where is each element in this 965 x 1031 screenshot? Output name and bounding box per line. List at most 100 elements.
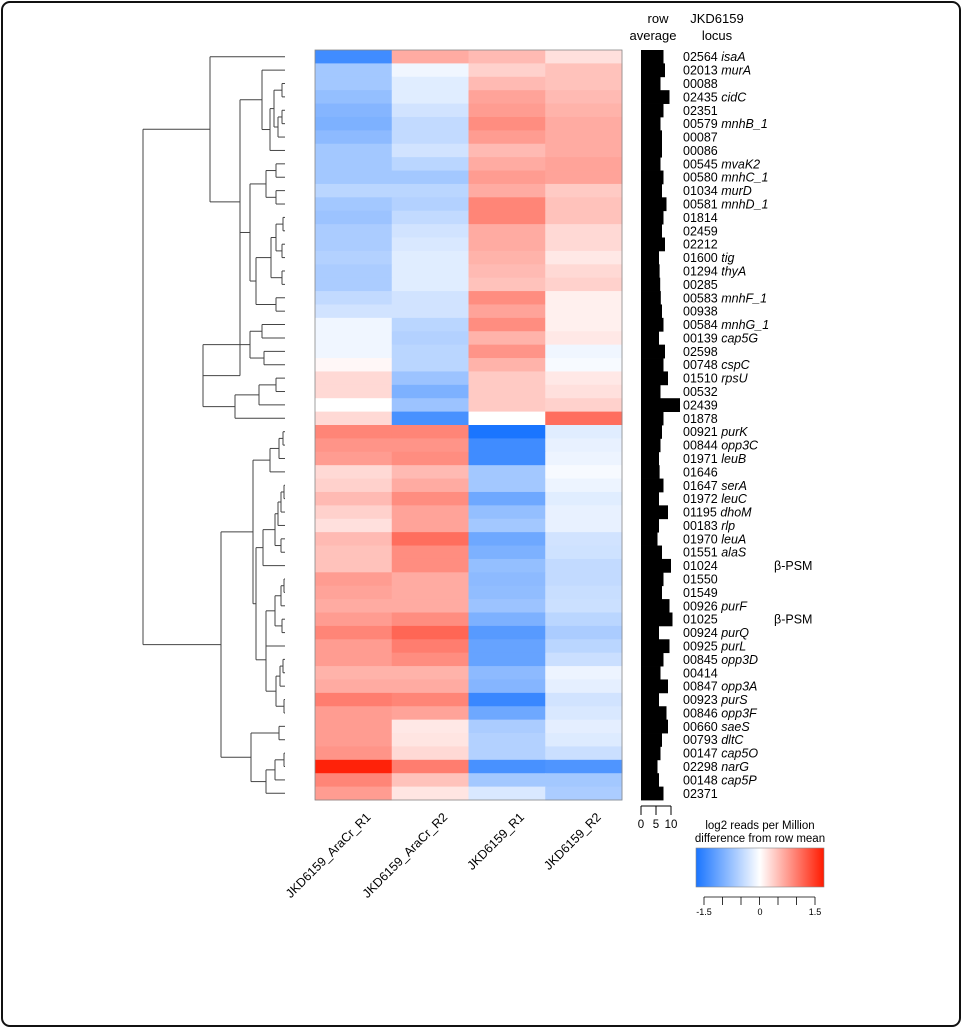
heatmap-cell xyxy=(391,411,469,426)
heatmap-cell xyxy=(545,545,623,560)
row-average-bar xyxy=(641,344,665,359)
row-label: 00087 xyxy=(683,131,718,145)
heatmap-cell xyxy=(391,398,469,413)
row-label: 00923 purS xyxy=(683,693,748,707)
row-average-bar xyxy=(641,746,661,761)
row-label: 00793 dltC xyxy=(683,733,744,747)
row-label: 01600 tig xyxy=(683,251,734,265)
row-average-bar xyxy=(641,317,664,332)
row-annotation: β-PSM xyxy=(774,559,812,573)
heatmap-cell xyxy=(545,491,623,506)
heatmap-cell xyxy=(468,250,546,265)
row-label: 00921 purK xyxy=(683,425,748,439)
heatmap-cell xyxy=(391,224,469,238)
heatmap-cell xyxy=(468,331,546,346)
heatmap-cell xyxy=(545,465,623,480)
row-average-bar xyxy=(641,773,659,788)
heatmap-cell xyxy=(391,505,469,520)
heatmap-cell xyxy=(315,331,393,346)
heatmap-cell xyxy=(545,572,623,587)
heatmap-cell xyxy=(315,143,393,158)
row-average-bar xyxy=(641,130,662,145)
heatmap-cell xyxy=(391,625,469,640)
row-label: 01510 rpsU xyxy=(683,372,749,386)
heatmap-cell xyxy=(315,170,393,185)
heatmap-cell xyxy=(468,130,546,145)
heatmap-cell xyxy=(391,612,469,627)
heatmap-cell xyxy=(468,358,546,372)
row-average-bar xyxy=(641,478,664,493)
heatmap-cell xyxy=(468,679,546,694)
row-label: 00086 xyxy=(683,144,718,158)
heatmap-cell xyxy=(468,759,546,774)
heatmap-cell xyxy=(315,398,393,413)
row-average-bar xyxy=(641,518,659,533)
heatmap-cell xyxy=(391,264,469,279)
row-label: 01550 xyxy=(683,573,718,587)
heatmap-cell xyxy=(391,143,469,158)
row-annotation: β-PSM xyxy=(774,613,812,627)
row-label: 00285 xyxy=(683,278,718,292)
heatmap-cell xyxy=(315,612,393,627)
row-label: 00183 rlp xyxy=(683,519,735,533)
heatmap-cell xyxy=(468,157,546,172)
heatmap-cell xyxy=(315,666,393,680)
heatmap-cell xyxy=(391,585,469,600)
row-average-bar xyxy=(641,398,680,413)
heatmap-border xyxy=(314,49,623,801)
heatmap-cell xyxy=(468,585,546,600)
heatmap-cell xyxy=(468,90,546,105)
heatmap-cell xyxy=(315,116,393,131)
row-average-bar xyxy=(641,170,664,185)
heatmap-cell xyxy=(315,558,393,573)
row-average-bar xyxy=(641,451,659,466)
heatmap-cell xyxy=(391,545,469,560)
heatmap-cell xyxy=(468,612,546,627)
heatmap-cell xyxy=(315,344,393,359)
heatmap-cell xyxy=(545,599,623,613)
heatmap-cell xyxy=(545,116,623,131)
heatmap-cell xyxy=(391,317,469,332)
heatmap-cell xyxy=(545,411,623,426)
row-label: 02212 xyxy=(683,238,718,252)
row-average-bar xyxy=(641,585,662,600)
heatmap-cell xyxy=(391,210,469,225)
row-label: 01878 xyxy=(683,412,718,426)
heatmap-cell xyxy=(391,63,469,78)
row-label: 02459 xyxy=(683,224,718,238)
heatmap-cell xyxy=(545,358,623,372)
heatmap-cell xyxy=(391,170,469,185)
row-label: 02439 xyxy=(683,398,718,412)
row-average-bar xyxy=(641,76,661,91)
heatmap-cell xyxy=(545,746,623,761)
heatmap-cell xyxy=(391,197,469,212)
row-label: 01025 xyxy=(683,613,718,627)
heatmap-cell xyxy=(468,639,546,654)
row-label: 01814 xyxy=(683,211,718,225)
heatmap-cell xyxy=(391,451,469,466)
heatmap-cell xyxy=(545,398,623,413)
heatmap-cell xyxy=(545,518,623,533)
heatmap-cell xyxy=(391,157,469,172)
heatmap-cell xyxy=(391,291,469,305)
heatmap-cell xyxy=(545,291,623,305)
heatmap-cell xyxy=(468,438,546,453)
heatmap-cell xyxy=(545,76,623,91)
row-average-axis: 0 5 10 xyxy=(638,805,677,831)
heatmap-cell xyxy=(315,518,393,533)
heatmap-cell xyxy=(468,491,546,506)
heatmap-cell xyxy=(315,90,393,105)
column-label: JKD6159_AraCr_R2 xyxy=(360,810,451,901)
row-label: 00414 xyxy=(683,666,718,680)
row-label: 00545 mvaK2 xyxy=(683,157,760,171)
heatmap-cell xyxy=(391,679,469,694)
locus-header-1: JKD6159 xyxy=(690,11,743,26)
row-label: 01972 leuC xyxy=(683,492,748,506)
row-average-bar xyxy=(641,224,662,238)
heatmap-cell xyxy=(391,183,469,198)
heatmap-cell xyxy=(468,451,546,466)
heatmap-cell xyxy=(468,277,546,292)
heatmap-cell xyxy=(391,532,469,547)
row-average-bar xyxy=(641,331,659,346)
heatmap-cell xyxy=(468,371,546,386)
